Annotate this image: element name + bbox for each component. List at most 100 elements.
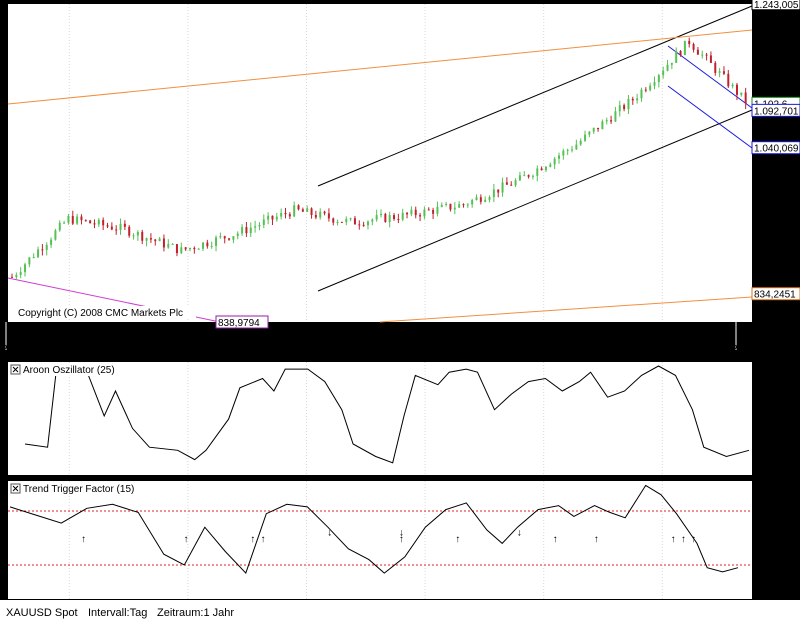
candle-body (175, 244, 178, 254)
candle-body (744, 92, 747, 104)
candle-body (371, 219, 374, 222)
candle-body (128, 226, 131, 236)
aroon-panel (8, 362, 752, 475)
candle-body (579, 140, 582, 145)
candle-body (466, 204, 469, 206)
candle-body (440, 204, 443, 207)
candle-body (215, 237, 218, 246)
aroon-axis: 1,00 0,50 0,00 -0,50 (762, 362, 785, 467)
candle-body (601, 121, 604, 130)
candle-body (453, 207, 456, 210)
candle-body (388, 215, 391, 222)
candle-body (540, 168, 543, 171)
candle-body (340, 221, 343, 223)
candle-body (193, 247, 196, 250)
candle-body (288, 214, 291, 217)
candle-body (293, 205, 296, 217)
y-tick-label: -0,50 (762, 456, 785, 467)
candle-body (449, 203, 452, 210)
candle-body (683, 40, 686, 56)
candle-body (618, 105, 621, 112)
candle-body (54, 230, 57, 240)
candle-body (666, 64, 669, 71)
candle-body (722, 71, 725, 74)
y-tick-label: 875,00 (754, 261, 785, 272)
down-channel-upper (667, 45, 753, 109)
status-bar: XAUUSD Spot Intervall:Tag Zeitraum:1 Jah… (0, 600, 800, 625)
candle-body (527, 175, 530, 177)
price-labels: 1.243,0051.102,61.092,7011.040,069834,24… (215, 0, 800, 329)
buy-signal: ↑ (594, 534, 599, 545)
candle-body (419, 215, 422, 217)
x-month-label: Apr (180, 333, 196, 344)
candle-body (592, 127, 595, 132)
candle-body (514, 180, 517, 186)
candle-body (80, 216, 83, 221)
candle-body (640, 89, 643, 99)
candle-body (414, 209, 417, 216)
candle-body (345, 218, 348, 223)
candle-body (119, 223, 122, 230)
aroon-title-box: Aroon Oszillator (25) (10, 364, 122, 376)
candle-body (501, 182, 504, 193)
candle-body (653, 82, 656, 86)
candle-body (76, 216, 79, 224)
close-icon-glyph (12, 366, 19, 373)
candle-body (679, 51, 682, 56)
candle-body (436, 206, 439, 214)
candle-body (271, 215, 274, 220)
x-month-label: Jun (299, 333, 315, 344)
candle-body (380, 213, 382, 216)
candle-body (236, 233, 239, 237)
candle-body (649, 85, 652, 91)
candle-body (497, 189, 500, 193)
candle-body (584, 134, 587, 141)
candle-body (141, 231, 144, 241)
candle-body (32, 257, 35, 259)
candle-body (575, 144, 578, 150)
candle-body (349, 218, 352, 220)
x-year-label: 2009 (2, 344, 25, 355)
candle-body (97, 219, 100, 225)
interval-label: Intervall:Tag (88, 607, 148, 619)
candle-body (536, 168, 539, 176)
channel-lower-line (317, 109, 753, 292)
candle-body (206, 242, 209, 247)
candle-body (701, 54, 704, 56)
y-tick-label: 100,00 (758, 507, 789, 518)
y-tick-label: 975,00 (754, 190, 785, 201)
price-label-box (751, 287, 800, 301)
y-tick-label: -200,00 (758, 588, 792, 599)
candle-body (188, 247, 191, 250)
y-tick-label: 1.075,00 (754, 119, 793, 130)
candle-body (249, 227, 252, 234)
buy-signal: ↑ (681, 534, 686, 545)
buy-signal: ↑ (260, 534, 265, 545)
y-tick-label: 1.225,00 (754, 13, 793, 24)
candle-body (553, 158, 556, 165)
buy-signal: ↑ (553, 534, 558, 545)
candle-body (488, 197, 491, 200)
buy-signal: ↑ (691, 534, 696, 545)
candle-body (410, 209, 413, 215)
y-tick-label: 825,00 (754, 296, 785, 307)
candle-body (597, 127, 600, 130)
candle-body (28, 257, 31, 265)
candle-body (267, 215, 270, 220)
aroon-line (24, 365, 750, 464)
candle-body (662, 70, 665, 76)
candle-body (110, 226, 113, 230)
candle-body (636, 98, 639, 101)
candle-body (484, 199, 487, 202)
candle-body (15, 274, 18, 277)
candle-body (323, 211, 326, 214)
price-label: 1.092,701 (754, 106, 799, 117)
candle-body (24, 264, 27, 273)
candle-body (132, 235, 135, 237)
candle-body (709, 55, 712, 63)
price-panel (8, 4, 752, 322)
candle-body (102, 219, 105, 226)
candle-body (571, 149, 574, 151)
buy-signal: ↑ (455, 534, 460, 545)
y-tick-label: 925,00 (754, 225, 785, 236)
